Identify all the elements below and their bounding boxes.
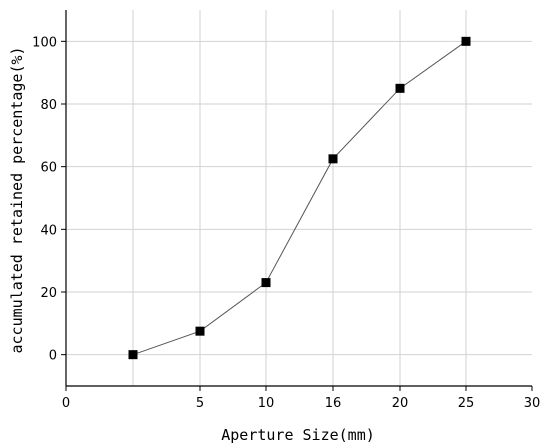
data-point-marker — [128, 350, 138, 360]
x-tick-label: 16 — [325, 396, 342, 411]
axes — [65, 10, 532, 387]
x-tick-label: 0 — [62, 396, 70, 411]
y-tick-label: 0 — [49, 349, 57, 364]
x-tick-label: 30 — [524, 396, 541, 411]
y-tick-label: 60 — [40, 161, 57, 176]
data-point-marker — [195, 326, 205, 336]
grid — [66, 10, 532, 386]
x-tick-label: 20 — [392, 396, 409, 411]
x-tick-label: 10 — [258, 396, 275, 411]
series-line — [132, 40, 467, 356]
y-axis-title: accumulated retained percentage(%) — [8, 46, 26, 353]
ticks: 0 5 10 16 20 25 30 0 20 40 60 80 100 — [32, 35, 540, 411]
data-point-marker — [261, 278, 271, 288]
x-axis-title: Aperture Size(mm) — [221, 426, 375, 444]
y-tick-label: 20 — [40, 286, 57, 301]
series — [128, 36, 471, 360]
y-tick-label: 40 — [40, 223, 57, 238]
data-point-marker — [461, 36, 471, 46]
x-tick-label: 25 — [458, 396, 475, 411]
data-point-marker — [328, 154, 338, 164]
x-tick-label: 5 — [196, 396, 204, 411]
data-point-marker — [395, 83, 405, 93]
y-tick-label: 100 — [32, 35, 57, 50]
y-tick-label: 80 — [40, 98, 57, 113]
